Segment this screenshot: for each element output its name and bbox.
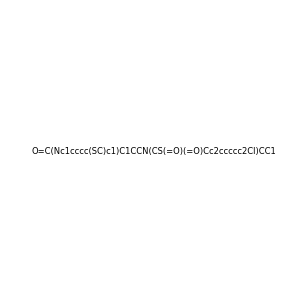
Text: O=C(Nc1cccc(SC)c1)C1CCN(CS(=O)(=O)Cc2ccccc2Cl)CC1: O=C(Nc1cccc(SC)c1)C1CCN(CS(=O)(=O)Cc2ccc… [32, 147, 276, 156]
